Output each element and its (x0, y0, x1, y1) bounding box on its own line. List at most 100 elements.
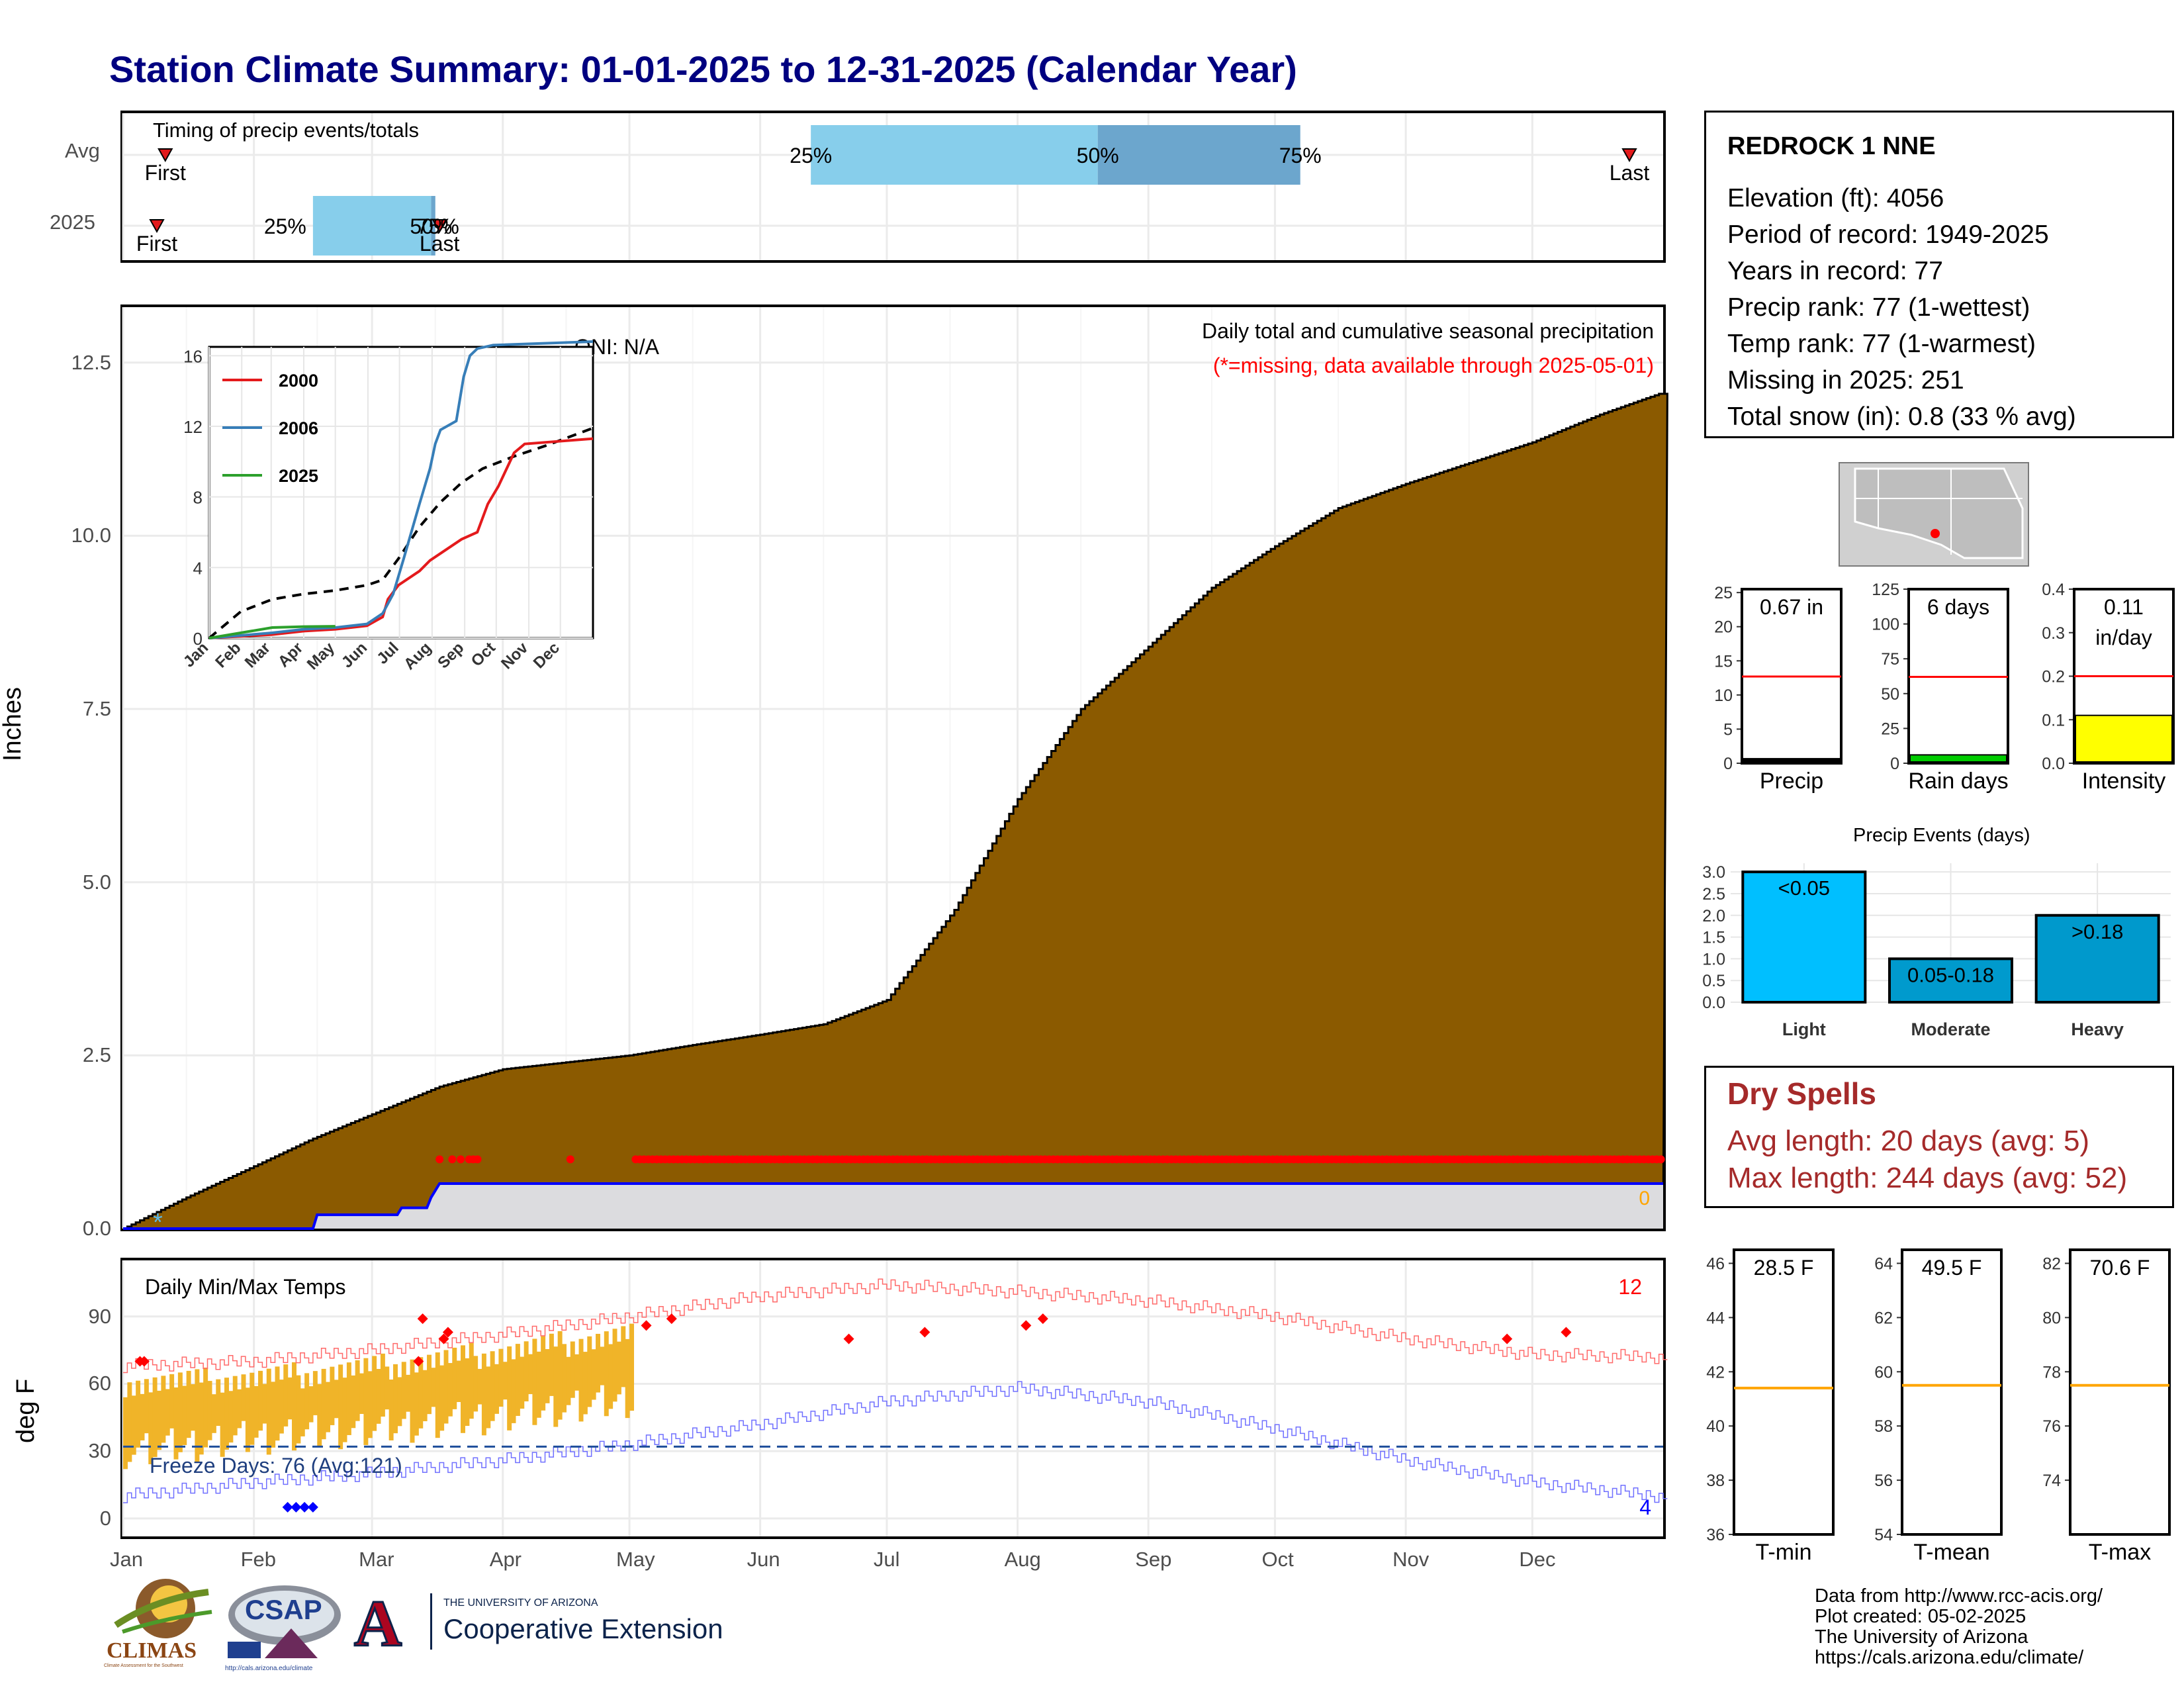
mini-frame (1901, 1248, 2003, 1536)
mini-ytick: 0.2 (2042, 668, 2065, 686)
daily-temp-bar (553, 1346, 559, 1427)
temp-ytick: 0 (99, 1506, 111, 1530)
timing-bar-50-75 (1097, 125, 1300, 185)
mini-ytick: 60 (1874, 1363, 1893, 1382)
temp-panel: Daily Min/Max Temps 12 4 Freeze Days: 76… (120, 1258, 1668, 1539)
mini-value-bar (1743, 758, 1841, 763)
daily-temp-bar (355, 1360, 360, 1421)
mini-ytick: 0.3 (2042, 624, 2065, 643)
missing-marker (566, 1155, 574, 1164)
station-period: Period of record: 1949-2025 (1727, 220, 2049, 249)
mini-ytick: 38 (1706, 1472, 1725, 1490)
month-tick-oct: Oct (1261, 1548, 1294, 1571)
daily-temp-bar (367, 1371, 373, 1438)
mini-value-bar (2075, 714, 2173, 763)
daily-temp-bar (477, 1368, 482, 1405)
mini-ytick: 0 (1890, 755, 1899, 773)
mini-ytick: 56 (1874, 1472, 1893, 1490)
daily-temp-bar (195, 1369, 200, 1462)
daily-temp-bar (211, 1394, 216, 1433)
mini-ytick: 0.1 (2042, 711, 2065, 729)
inset-xtick: Jun (338, 639, 371, 671)
daily-temp-bar (363, 1358, 369, 1445)
record-high-marker (413, 1356, 424, 1367)
daily-temp-bar (136, 1380, 141, 1448)
events-bar-label: >0.18 (2071, 920, 2123, 943)
daily-temp-bar (541, 1336, 546, 1411)
precip-plot (122, 307, 1668, 1230)
daily-temp-bar (507, 1346, 512, 1430)
events-ytick: 0.5 (1702, 972, 1725, 990)
station-name: REDROCK 1 NNE (1727, 132, 1936, 160)
daily-temp-bar (173, 1387, 179, 1460)
daily-temp-bar (279, 1380, 284, 1434)
daily-temp-bar (177, 1372, 183, 1452)
daily-temp-bar (452, 1347, 457, 1409)
inset-xtick: Jan (180, 639, 212, 671)
mini-ytick: 80 (2042, 1309, 2061, 1327)
mini-title: Intensity (2082, 769, 2166, 794)
precip-ytick: 7.5 (82, 697, 111, 721)
daily-temp-bar (388, 1380, 394, 1440)
timing-panel: First Last First Last 25% 50% 75% 25% 50% 75% Tim… (120, 111, 1666, 263)
record-high-marker (919, 1327, 931, 1338)
station-temp-rank: Temp rank: 77 (1-warmest) (1727, 330, 2036, 358)
station-elevation: Elevation (ft): 4056 (1727, 184, 1944, 212)
mini-ytick: 0.0 (2042, 755, 2065, 773)
mini-ytick: 0.4 (2042, 583, 2065, 599)
record-low-marker (291, 1501, 302, 1513)
daily-temp-bar (461, 1345, 466, 1433)
daily-temp-bar (545, 1349, 550, 1403)
daily-temp-bar (351, 1375, 356, 1429)
mini-value-label: 6 days (1927, 595, 1989, 619)
daily-temp-bar (165, 1389, 170, 1436)
daily-temp-bar (591, 1349, 596, 1400)
daily-temp-bar (372, 1356, 377, 1431)
daily-temp-bar (439, 1365, 445, 1431)
daily-temp-bar (245, 1387, 250, 1452)
daily-temp-bar (271, 1382, 276, 1448)
station-snow: Total snow (in): 0.8 (33 % avg) (1727, 402, 2076, 431)
daily-temp-bar (596, 1333, 601, 1393)
missing-marker (457, 1155, 465, 1164)
daily-temp-bar (473, 1356, 478, 1412)
daily-temp-bar (330, 1366, 335, 1425)
daily-temp-bar (216, 1379, 221, 1427)
inset-ytick: 0 (193, 629, 203, 649)
month-tick-jul: Jul (873, 1548, 900, 1571)
events-bar-heavy (2034, 914, 2160, 1004)
events-category-label: Heavy (2071, 1019, 2124, 1039)
timing-row-2025: 2025 (50, 211, 95, 234)
record-high-marker (641, 1320, 652, 1331)
month-tick-jun: Jun (747, 1548, 780, 1571)
events-ytick: 2.0 (1702, 907, 1725, 925)
daily-temp-bar (431, 1368, 436, 1407)
daily-temp-bar (292, 1362, 296, 1451)
daily-temp-bar (414, 1372, 419, 1436)
daily-temp-bar (511, 1359, 516, 1423)
precip-panel: ONI: N/A Daily total and cumulative seas… (120, 305, 1668, 1237)
record-high-marker (138, 1356, 150, 1367)
daily-temp-bar (338, 1364, 343, 1450)
temp-ytick: 90 (88, 1304, 111, 1328)
record-high-marker (666, 1313, 677, 1325)
daily-temp-bar (144, 1379, 149, 1434)
snow-area (123, 1183, 1663, 1229)
precip-ytick: 5.0 (82, 870, 111, 894)
record-lows-count: 4 (1639, 1495, 1651, 1519)
daily-temp-bar (435, 1352, 440, 1438)
y2025-p25-label: 25% (264, 214, 306, 238)
daily-temp-bar (237, 1389, 242, 1429)
climas-subtext: Climate Assessment for the Southwest (104, 1664, 183, 1668)
daily-temp-bar (326, 1382, 330, 1432)
last-marker-icon (1621, 148, 1637, 163)
last-label: Last (1610, 161, 1650, 185)
daily-temp-bar (250, 1372, 255, 1445)
mini-value-label: 0.11 (2104, 595, 2144, 619)
daily-temp-bar (393, 1364, 398, 1434)
daily-temp-bar (447, 1363, 453, 1417)
station-precip-rank: Precip rank: 77 (1-wettest) (1727, 293, 2030, 322)
daily-temp-bar (410, 1359, 415, 1443)
